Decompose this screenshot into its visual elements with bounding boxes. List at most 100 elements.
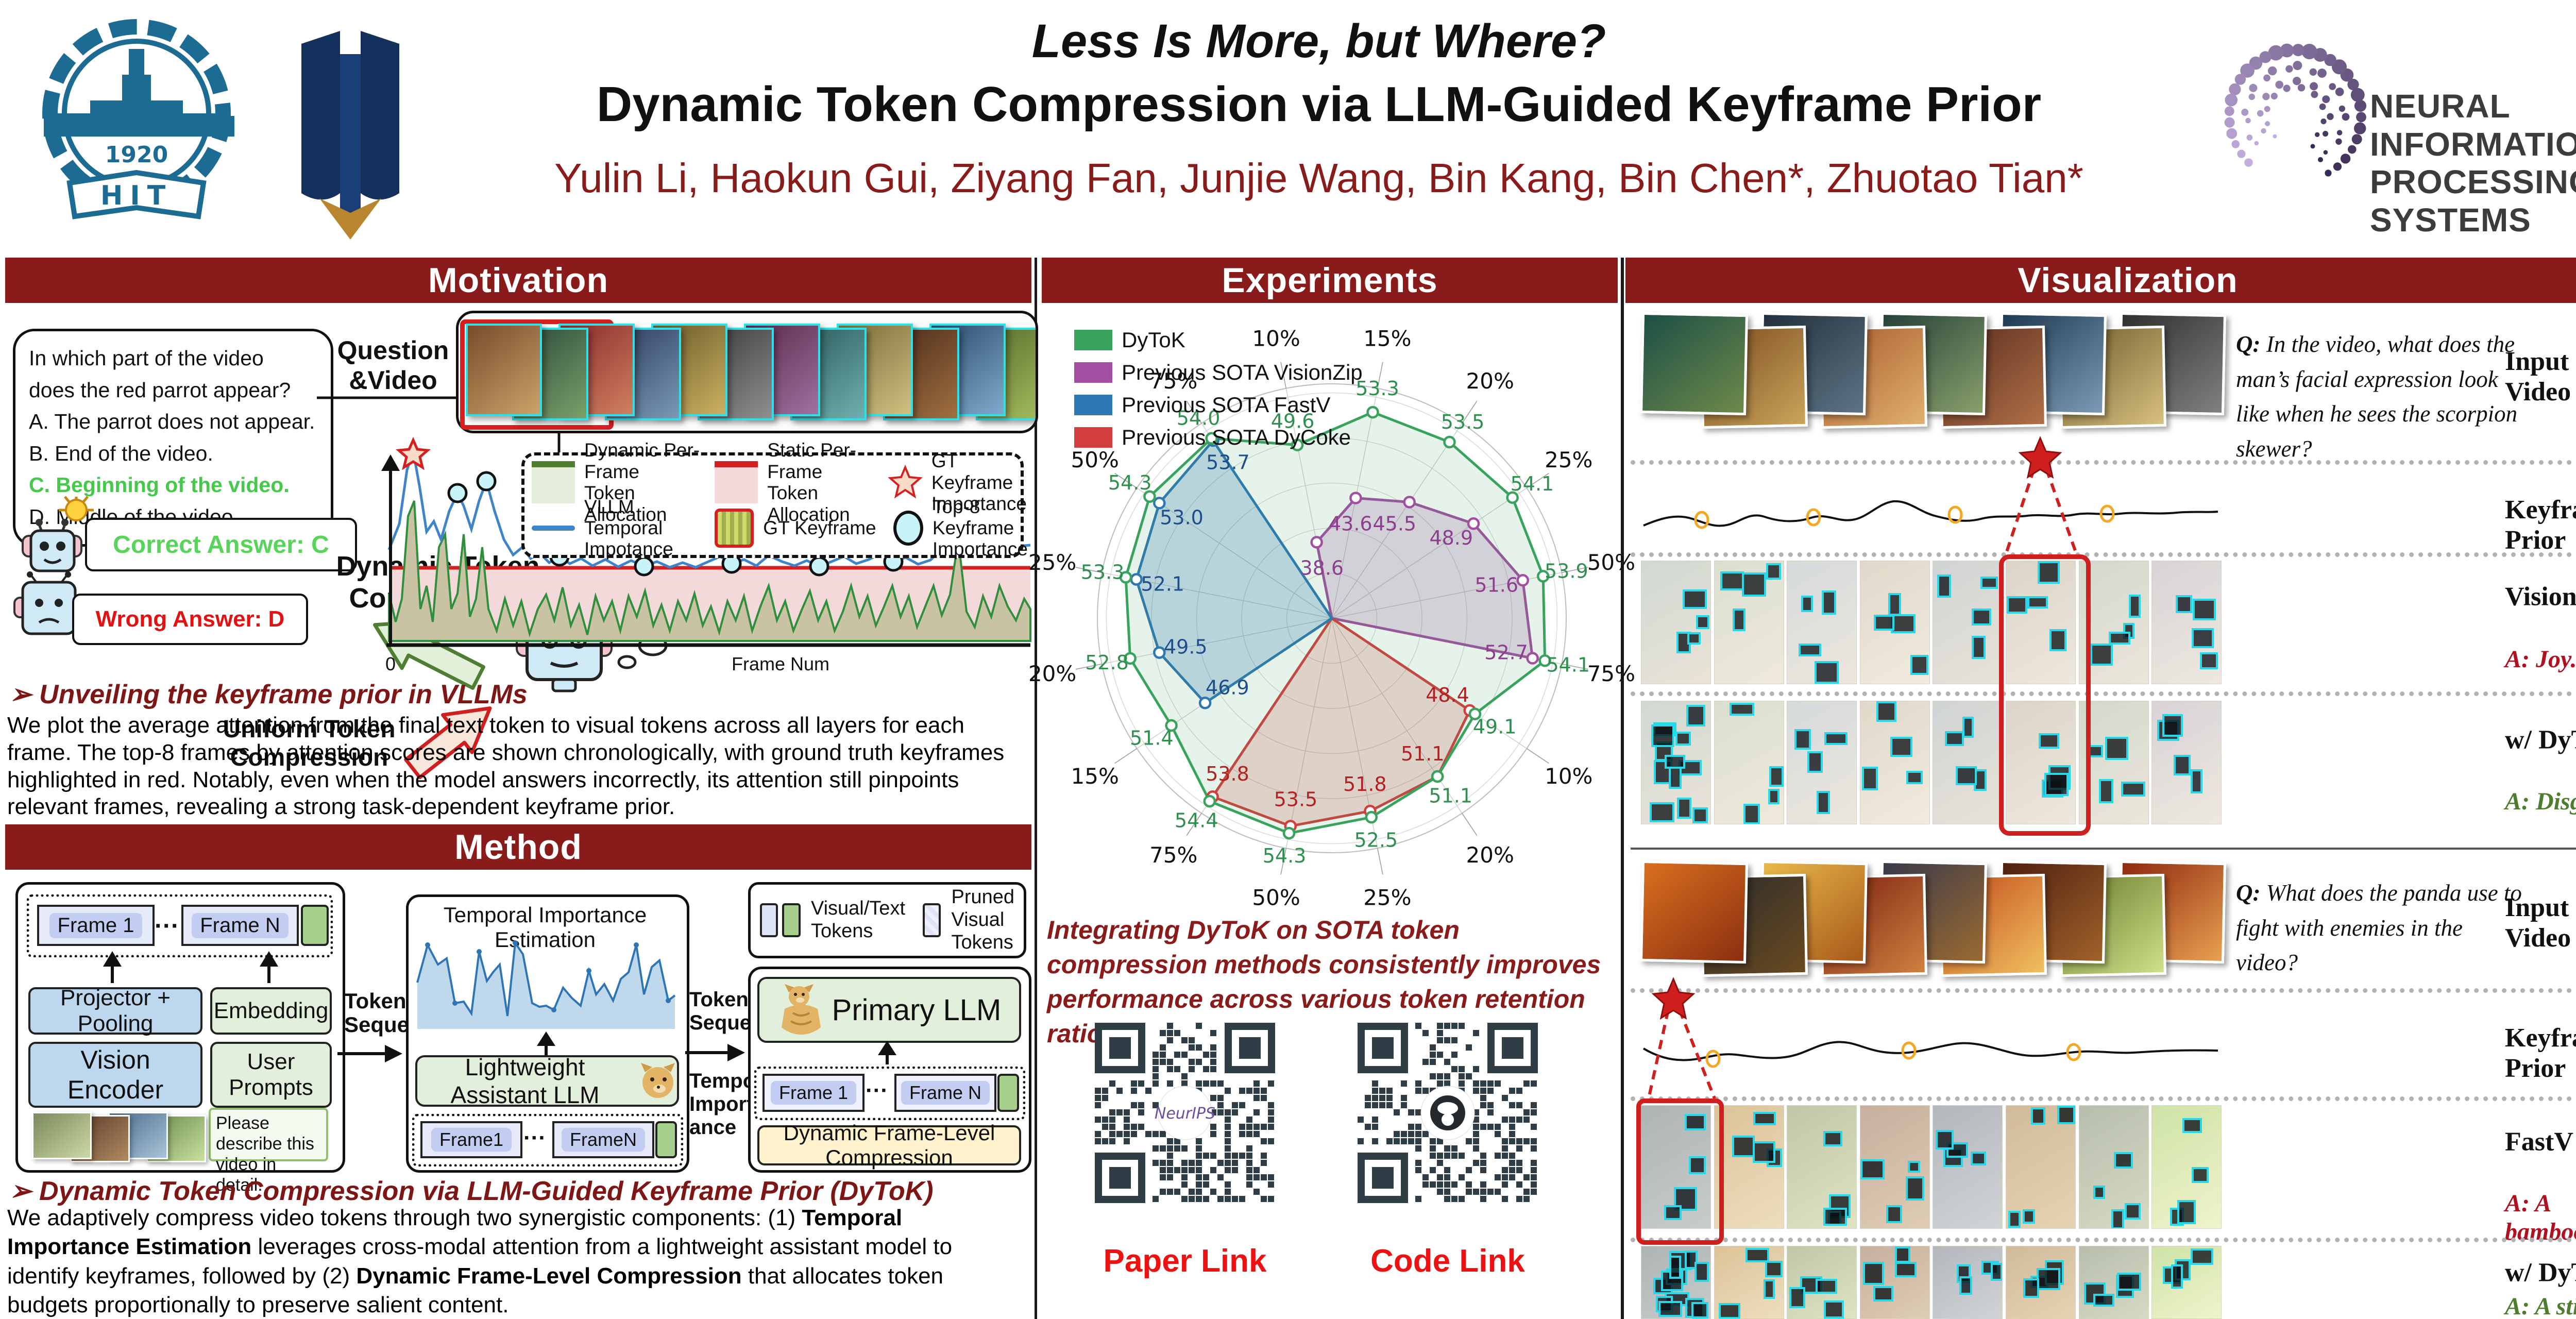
svg-text:20%: 20%: [1466, 842, 1514, 868]
radar-legend: DyToK Previous SOTA VisionZip Previous S…: [1074, 324, 1363, 453]
arrow-primary-up: [878, 1041, 896, 1064]
svg-text:51.1: 51.1: [1429, 784, 1472, 807]
finding-title: ➢ Unveiling the keyframe prior in VLLMs: [9, 680, 528, 709]
svg-text:38.6: 38.6: [1300, 556, 1344, 579]
compressed-frame: [1641, 1246, 1711, 1319]
example2-star-pointer: [1647, 977, 1716, 1100]
option-c: C. Beginning of the video.: [29, 473, 290, 497]
tie-dots: ···: [523, 1125, 546, 1151]
option-a: A. The parrot does not appear.: [29, 410, 315, 433]
chart-x-origin: 0: [385, 653, 396, 674]
svg-text:25%: 25%: [1363, 885, 1411, 910]
compressed-frame: [1859, 561, 1930, 684]
example1-keyframe-curve: [1643, 500, 2218, 529]
svg-text:NeurIPS: NeurIPS: [1155, 1105, 1215, 1123]
assistant-llm-box: Lightweight Assistant LLM: [415, 1054, 679, 1108]
chart-legend: Dynamic Per-Frame Token Allocation Static…: [521, 439, 1028, 560]
legend-dynamic-allocation: Dynamic Per-Frame Token Allocation: [532, 439, 715, 525]
example1-baseline-answer: A: Joy.: [2505, 646, 2576, 673]
gt-keyframe-star-icon: [395, 436, 431, 470]
neurips-text-line2: PROCESSING SYSTEMS: [2370, 163, 2576, 239]
svg-text:25%: 25%: [1028, 550, 1076, 575]
radar-legend-visionzip: Previous SOTA VisionZip: [1074, 356, 1363, 388]
compressed-frame: [2006, 1105, 2076, 1229]
legend-vllm-importance: VLLM Temporal Impotance: [532, 496, 715, 560]
legend-top8: Top-8 Keyframe Importance: [888, 496, 1028, 560]
paper-link-label[interactable]: Paper Link: [1103, 1243, 1267, 1279]
example1-ours-answer: A: Disgust.: [2505, 788, 2576, 815]
question-video-label: Question &Video: [337, 336, 449, 395]
token-dots: ···: [155, 912, 179, 940]
example1-input-filmstrip: [1639, 312, 2227, 434]
paper-qr-code[interactable]: NeurIPS: [1095, 1023, 1275, 1203]
example1-keyframe-label: Keyframe Prior: [2505, 495, 2576, 555]
tie-frame1: Frame1: [420, 1121, 522, 1158]
svg-text:53.9: 53.9: [1545, 560, 1588, 582]
robot-wrong-icon: [13, 571, 84, 635]
compressed-frame: [1641, 561, 1711, 684]
vision-encoder-box: Vision Encoder: [28, 1042, 202, 1108]
example1-baseline-name: VisionZip ✗: [2505, 582, 2576, 612]
example2-ours-name: w/ DyToK ✓: [2505, 1258, 2576, 1288]
red-arrow: [404, 706, 492, 780]
token-frame1: Frame 1: [37, 905, 155, 946]
svg-text:53.3: 53.3: [1355, 377, 1399, 400]
svg-text:48.4: 48.4: [1426, 684, 1469, 706]
compressed-frame: [1933, 1105, 2003, 1229]
text-token-1: [301, 905, 329, 946]
tie-title: Temporal Importance Estimation: [443, 903, 647, 952]
compressed-frame: [2006, 561, 2076, 684]
compressed-frame: [2151, 561, 2222, 684]
example2-highlight-box: [1636, 1098, 1724, 1245]
compressed-frame: [2078, 1105, 2149, 1229]
compressed-frame: [2151, 701, 2222, 824]
compressed-frame: [2151, 1105, 2222, 1229]
example2-keyframe-curve: [1642, 1041, 2218, 1068]
example1-baseline-frames: [1641, 561, 2222, 684]
compressed-frame: [1859, 1246, 1930, 1319]
svg-text:20%: 20%: [1466, 368, 1514, 394]
primary-frameN: Frame N: [894, 1074, 996, 1112]
svg-text:54.1: 54.1: [1511, 472, 1554, 495]
hit-abbr: HIT: [100, 180, 173, 211]
svg-text:54.1: 54.1: [1546, 653, 1590, 676]
separator-dotted: [1631, 988, 2576, 993]
svg-text:20%: 20%: [1028, 661, 1076, 686]
finding-text: We plot the average attention from the f…: [7, 713, 1005, 820]
radar-legend-fastv: Previous SOTA FastV: [1074, 388, 1363, 421]
example2-ours-answer: A: A stick.: [2505, 1293, 2576, 1319]
legend-static-allocation: Static Per-Frame Token Allocation: [715, 439, 888, 525]
radar-chart: 10% 15% 20% 25% 50% 75% 10% 20% 25% 50% 75% 15% 20% 2…: [1028, 326, 1635, 910]
compressed-frame: [1859, 701, 1930, 824]
example1-ours-frames: [1641, 701, 2222, 824]
code-qr-code[interactable]: [1358, 1023, 1538, 1203]
video-frame: [1639, 312, 1749, 416]
option-b: B. End of the video.: [29, 441, 213, 465]
svg-text:15%: 15%: [1363, 326, 1411, 351]
legend-gt-importance: GT Keyframe Importance: [888, 450, 1027, 514]
radar-legend-dycoke: Previous SOTA DyCoke: [1074, 421, 1363, 453]
tie-text-token: [655, 1121, 677, 1158]
method-token-legend: Visual/Text Tokens Pruned Visual Tokens: [748, 882, 1026, 958]
neurips-logo: NEURAL INFORMATION PROCESSING SYSTEMS: [2200, 15, 2576, 239]
arrow-tie-up: [537, 1031, 555, 1055]
video-frame: [466, 324, 542, 416]
compressed-frame: [2006, 1246, 2076, 1319]
svg-text:49.6: 49.6: [1271, 410, 1315, 432]
code-link-label[interactable]: Code Link: [1370, 1243, 1525, 1279]
svg-text:53.8: 53.8: [1206, 763, 1249, 785]
svg-text:48.9: 48.9: [1429, 527, 1473, 549]
example1-question: Q: In the video, what does the man’s fac…: [2236, 331, 2518, 462]
user-prompts-box: User Prompts: [210, 1042, 332, 1108]
separator-dotted: [1631, 552, 2576, 557]
contribution-text: We adaptively compress video tokens thro…: [7, 1205, 953, 1317]
svg-text:53.5: 53.5: [1274, 788, 1318, 810]
compressed-frame: [1787, 1246, 1857, 1319]
example2-question: Q: What does the panda use to fight with…: [2236, 880, 2522, 975]
banner-visualization: Visualization: [1625, 258, 2576, 303]
example1-ours-name: w/ DyToK ✓: [2505, 725, 2576, 755]
buff-doge-icon: [781, 984, 821, 1035]
doge-icon: [641, 1063, 675, 1098]
page-title: Less Is More, but Where?: [1031, 15, 1606, 67]
